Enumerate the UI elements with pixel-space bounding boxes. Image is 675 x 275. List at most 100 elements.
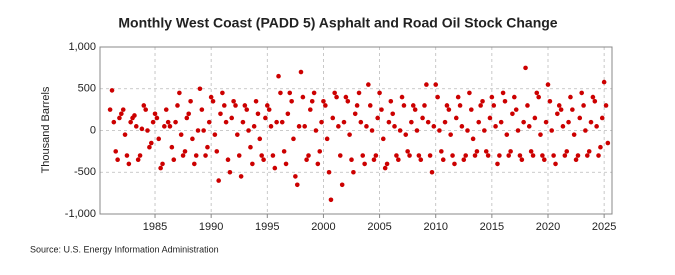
data-point	[107, 107, 113, 112]
data-point	[162, 124, 167, 129]
data-point	[532, 115, 538, 121]
data-point	[414, 128, 420, 133]
data-point	[145, 128, 150, 133]
data-point	[193, 153, 199, 158]
data-point	[410, 103, 416, 108]
data-point	[337, 153, 343, 158]
data-point	[396, 157, 401, 163]
data-point	[195, 128, 201, 133]
data-point	[345, 98, 351, 104]
data-point	[497, 153, 502, 158]
x-tick-label: 2005	[367, 221, 391, 233]
data-point	[206, 119, 212, 125]
data-point	[463, 153, 468, 158]
data-point	[324, 136, 330, 142]
data-point	[525, 103, 530, 108]
data-point	[485, 153, 491, 158]
data-point	[493, 124, 498, 129]
data-point	[474, 149, 480, 154]
data-point	[519, 157, 525, 163]
data-point	[165, 119, 171, 125]
y-axis-label: Thousand Barrels	[40, 86, 52, 173]
data-point	[433, 82, 439, 87]
data-point	[246, 128, 251, 133]
data-point	[541, 157, 547, 163]
data-point	[401, 103, 407, 108]
data-point	[495, 161, 500, 167]
data-point	[177, 90, 182, 96]
data-point	[188, 98, 193, 104]
data-point	[257, 136, 263, 142]
marks	[107, 65, 611, 203]
data-point	[315, 161, 321, 167]
data-point	[354, 103, 360, 108]
data-point	[210, 98, 216, 104]
data-point	[480, 98, 485, 104]
data-point	[139, 126, 145, 132]
data-point	[420, 115, 425, 121]
data-point	[251, 124, 257, 129]
data-point	[555, 111, 560, 117]
x-tick-label: 1985	[143, 221, 167, 233]
data-point	[309, 98, 315, 104]
data-point	[573, 157, 579, 163]
data-point	[285, 111, 291, 117]
data-point	[332, 90, 337, 96]
data-point	[143, 107, 148, 112]
data-point	[545, 82, 551, 87]
data-point	[444, 103, 450, 108]
data-point	[137, 153, 143, 158]
data-point	[599, 115, 605, 121]
data-point	[570, 107, 575, 112]
data-point	[379, 107, 384, 112]
data-point	[293, 174, 298, 179]
data-point	[272, 165, 278, 171]
data-point	[182, 149, 188, 154]
data-point	[377, 90, 382, 96]
data-point	[321, 98, 326, 104]
data-point	[302, 124, 307, 129]
data-point	[339, 182, 345, 188]
data-point	[362, 161, 367, 167]
data-point	[287, 90, 293, 96]
data-point	[476, 119, 482, 125]
data-point	[407, 153, 412, 158]
data-point	[205, 144, 210, 150]
data-point	[409, 119, 414, 125]
data-point	[380, 136, 386, 142]
data-point	[173, 119, 178, 125]
data-point	[352, 111, 358, 117]
data-point	[220, 90, 225, 96]
data-point	[375, 115, 380, 121]
data-point	[446, 107, 452, 112]
data-point	[128, 119, 133, 125]
data-point	[596, 153, 601, 158]
data-point	[261, 157, 266, 163]
data-point	[439, 149, 444, 154]
data-point	[167, 124, 173, 129]
data-point	[502, 98, 508, 104]
data-point	[515, 128, 521, 133]
data-point	[543, 119, 549, 125]
data-point	[364, 124, 369, 129]
data-point	[366, 82, 371, 87]
data-point	[397, 128, 403, 133]
x-tick-label: 2000	[311, 221, 335, 233]
data-point	[190, 136, 195, 142]
data-point	[455, 94, 461, 100]
data-point	[225, 157, 231, 163]
data-point	[390, 111, 396, 117]
data-point	[349, 157, 354, 163]
data-point	[279, 119, 285, 125]
data-point	[412, 107, 418, 112]
data-point	[538, 132, 543, 137]
data-point	[235, 132, 240, 137]
data-point	[242, 103, 248, 108]
data-point	[113, 149, 119, 154]
data-point	[472, 153, 478, 158]
data-point	[386, 119, 392, 125]
data-point	[530, 153, 536, 158]
data-point	[500, 90, 506, 96]
data-point	[115, 157, 120, 163]
